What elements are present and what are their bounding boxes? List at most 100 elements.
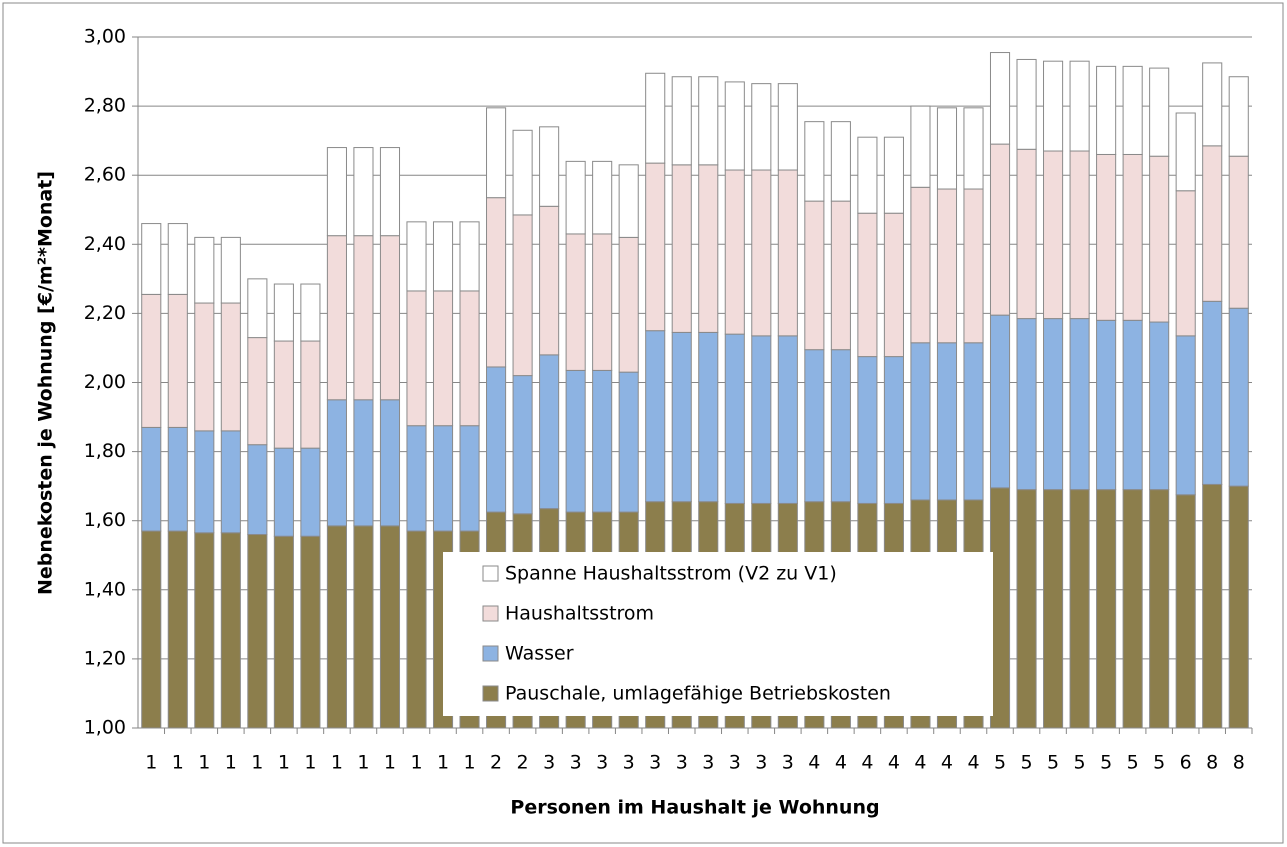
bar-segment	[1016, 58, 1037, 150]
bar-segment	[273, 283, 294, 342]
y-axis-title: Nebnekosten je Wohnung [€/m²*Monat]	[35, 171, 57, 595]
bar-segment	[618, 236, 639, 373]
y-tick-label: 2,80	[84, 95, 126, 117]
x-tick-label: 1	[331, 752, 343, 774]
x-tick-label: 5	[1047, 752, 1059, 774]
bar-segment	[1175, 112, 1196, 192]
bar-segment	[1149, 321, 1170, 491]
bar-segment	[406, 530, 427, 729]
x-tick-label: 5	[1021, 752, 1033, 774]
x-tick-label: 2	[517, 752, 529, 774]
bar-segment	[406, 290, 427, 427]
bar-segment	[724, 81, 745, 171]
x-tick-label: 1	[437, 752, 449, 774]
bar-segment	[1043, 150, 1064, 320]
bar-segment	[1149, 155, 1170, 323]
bar-segment	[353, 147, 374, 237]
bar-segment	[989, 52, 1011, 145]
bar-segment	[486, 366, 507, 513]
y-tick-label: 1,20	[84, 647, 126, 669]
x-tick-label: 1	[225, 752, 237, 774]
bar-segment	[883, 356, 904, 504]
bar-segment	[830, 200, 851, 351]
bar-segment	[645, 162, 666, 332]
bar-segment	[1202, 145, 1223, 302]
bar-segment	[1043, 318, 1064, 491]
bar-segment	[777, 335, 798, 504]
bar-segment	[989, 314, 1011, 489]
bar-segment	[539, 205, 560, 356]
bar-segment	[1122, 65, 1143, 155]
x-axis-title: Personen im Haushalt je Wohnung	[510, 797, 879, 819]
bar-segment	[645, 72, 666, 164]
bar-segment	[1202, 483, 1223, 729]
x-tick-label: 8	[1206, 752, 1218, 774]
bar-segment	[857, 136, 878, 214]
bar-segment	[1228, 307, 1249, 487]
legend-label: Spanne Haushaltsstrom (V2 zu V1)	[505, 563, 837, 585]
y-tick-label: 1,80	[84, 440, 126, 462]
bar-segment	[1016, 489, 1037, 729]
x-tick-label: 8	[1233, 752, 1245, 774]
bar-segment	[512, 129, 533, 216]
bar-segment	[804, 121, 825, 202]
bar-segment	[857, 212, 878, 358]
bar-segment	[1228, 155, 1249, 309]
x-tick-label: 1	[172, 752, 184, 774]
bar-segment	[300, 535, 321, 729]
bar-segment	[379, 399, 401, 527]
x-tick-label: 1	[410, 752, 422, 774]
bar-segment	[459, 290, 480, 427]
bar-segment	[167, 223, 188, 295]
x-tick-label: 5	[1074, 752, 1086, 774]
bar-segment	[141, 530, 162, 729]
bar-segment	[777, 169, 798, 337]
x-tick-label: 3	[755, 752, 767, 774]
bar-segment	[326, 147, 347, 237]
bar-segment	[326, 399, 347, 527]
bar-segment	[1228, 76, 1249, 157]
bar-segment	[1043, 489, 1064, 729]
bar-segment	[486, 197, 507, 368]
bar-segment	[194, 302, 215, 432]
bar-segment	[724, 333, 745, 504]
bar-segment	[1016, 148, 1037, 320]
bar-segment	[1175, 190, 1196, 337]
bar-segment	[379, 525, 401, 729]
legend-box	[443, 552, 993, 716]
bar-segment	[512, 214, 533, 377]
bar-segment	[379, 147, 401, 237]
bar-segment	[936, 342, 958, 501]
bar-segment	[777, 83, 798, 171]
bar-segment	[459, 425, 480, 532]
bar-segment	[167, 293, 188, 428]
x-tick-label: 1	[145, 752, 157, 774]
y-tick-label: 2,40	[84, 233, 126, 255]
bar-segment	[1096, 319, 1117, 491]
y-tick-label: 3,00	[84, 26, 126, 48]
x-tick-label: 4	[861, 752, 873, 774]
bar-segment	[247, 444, 268, 536]
y-tick-label: 1,40	[84, 578, 126, 600]
bar-segment	[1069, 60, 1090, 152]
bar-segment	[1069, 489, 1090, 729]
bar-segment	[989, 143, 1011, 316]
bar-segment	[804, 349, 825, 503]
legend-swatch	[482, 685, 499, 702]
bar-segment	[936, 188, 958, 344]
x-tick-label: 3	[729, 752, 741, 774]
bar-segment	[247, 278, 268, 339]
y-tick-label: 2,60	[84, 164, 126, 186]
bar-segment	[883, 136, 904, 214]
bar-segment	[141, 426, 162, 532]
bar-segment	[220, 302, 241, 432]
bar-segment	[141, 293, 162, 428]
bar-segment	[459, 221, 480, 292]
bar-segment	[167, 426, 188, 532]
bar-segment	[963, 342, 984, 501]
bar-segment	[724, 169, 745, 335]
bar-segment	[300, 283, 321, 342]
y-tick-label: 1,60	[84, 509, 126, 531]
